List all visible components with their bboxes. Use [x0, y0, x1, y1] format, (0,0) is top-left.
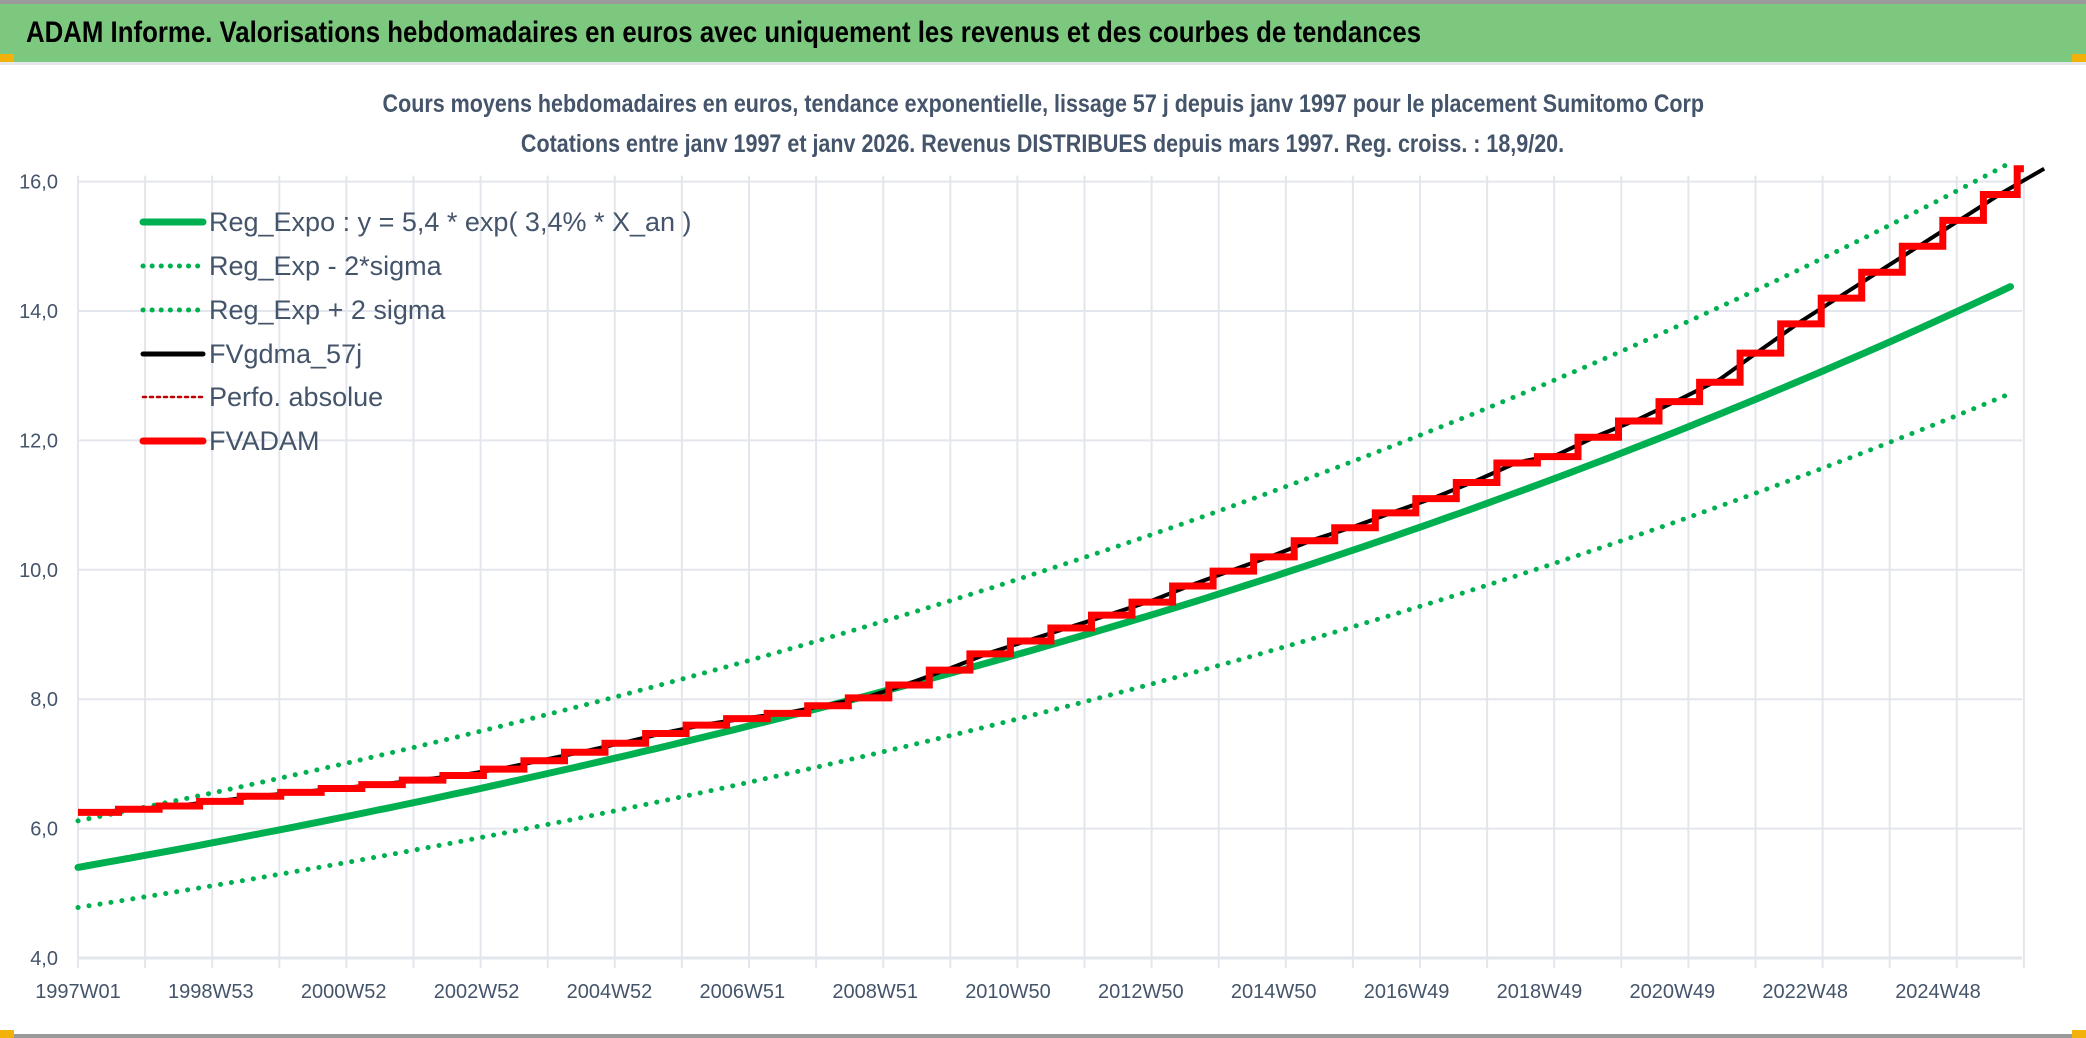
legend-label-perfo-absolue: Perfo. absolue: [209, 382, 383, 412]
y-tick-label: 12,0: [19, 430, 58, 452]
x-tick-label: 2024W48: [1895, 981, 1981, 1003]
corner-marker: [0, 54, 14, 62]
corner-marker: [0, 1030, 14, 1038]
x-tick-label: 2020W49: [1629, 981, 1715, 1003]
separator: [0, 62, 2086, 65]
header-title: ADAM Informe. Valorisations hebdomadaire…: [26, 16, 1422, 49]
chart-title-text: Cours moyens hebdomadaires en euros, ten…: [382, 90, 1704, 118]
x-tick-label: 2016W49: [1364, 981, 1450, 1003]
y-tick-label: 10,0: [19, 560, 58, 582]
x-tick-label: 2012W50: [1098, 981, 1184, 1003]
x-tick-label: 2018W49: [1497, 981, 1583, 1003]
chart-subtitle: Cotations entre janv 1997 et janv 2026. …: [0, 130, 2086, 159]
x-tick-label: 2008W51: [832, 981, 918, 1003]
x-tick-label: 2022W48: [1762, 981, 1848, 1003]
x-tick-label: 1997W01: [35, 981, 121, 1003]
x-tick-label: 2004W52: [567, 981, 653, 1003]
reg-exp-plus-2sigma-line: [75, 160, 2013, 824]
chart-subtitle-text: Cotations entre janv 1997 et janv 2026. …: [521, 130, 1565, 158]
y-tick-label: 14,0: [19, 301, 58, 323]
legend-label-reg-expo: Reg_Expo : y = 5,4 * exp( 3,4% * X_an ): [209, 207, 692, 237]
header-banner: ADAM Informe. Valorisations hebdomadaire…: [0, 4, 2086, 62]
reg-exp-minus-2sigma-line: [75, 390, 2013, 910]
corner-marker: [2072, 1030, 2086, 1038]
legend-label-reg-exp-plus-2sigma: Reg_Exp + 2 sigma: [209, 295, 446, 325]
reg-expo-line: [74, 283, 2014, 871]
y-tick-label: 8,0: [30, 689, 58, 711]
corner-marker: [2072, 54, 2086, 62]
x-tick-label: 2010W50: [965, 981, 1051, 1003]
legend-label-reg-exp-minus-2sigma: Reg_Exp - 2*sigma: [209, 251, 443, 281]
x-tick-label: 2006W51: [699, 981, 785, 1003]
legend-label-fvadam: FVADAM: [209, 426, 320, 456]
x-tick-label: 1998W53: [168, 981, 254, 1003]
x-tick-label: 2000W52: [301, 981, 387, 1003]
fvadam-line: [78, 165, 2024, 816]
window-bottom-border: [0, 1034, 2086, 1038]
chart-title: Cours moyens hebdomadaires en euros, ten…: [0, 90, 2086, 119]
y-tick-label: 4,0: [30, 948, 58, 970]
window-top-border: [0, 0, 2086, 4]
y-tick-label: 16,0: [19, 172, 58, 194]
y-tick-label: 6,0: [30, 819, 58, 841]
x-tick-label: 2002W52: [434, 981, 520, 1003]
legend-label-fvgdma-57j: FVgdma_57j: [209, 339, 362, 369]
x-tick-label: 2014W50: [1231, 981, 1317, 1003]
